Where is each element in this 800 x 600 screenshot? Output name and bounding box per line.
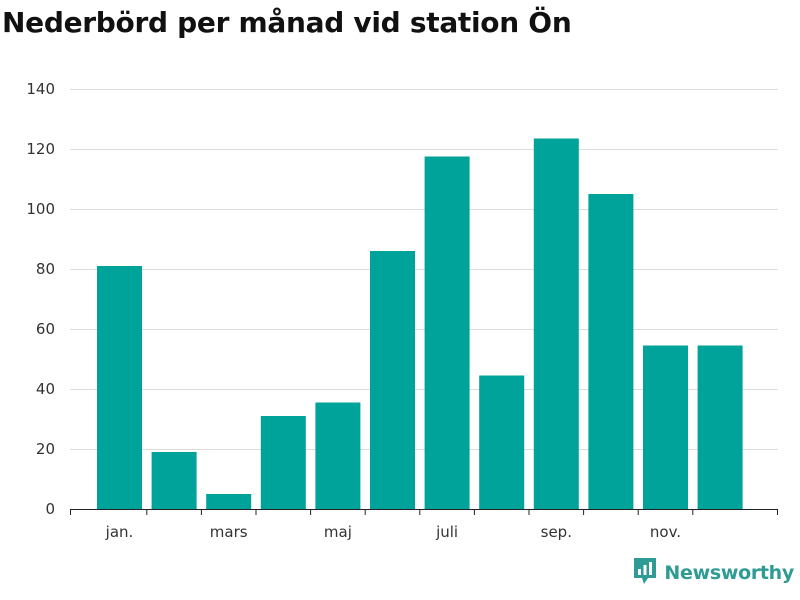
bar-okt. (588, 194, 634, 509)
axes (70, 509, 778, 515)
y-tick-labels: 0 20 40 60 80 100 120 140 (26, 80, 55, 518)
x-tick-label: jan. (105, 523, 134, 541)
y-tick-label: 20 (36, 440, 55, 458)
y-tick-label: 0 (45, 500, 55, 518)
x-tick-label: maj (324, 523, 352, 541)
bar-aug. (479, 375, 525, 509)
bar-juli (424, 156, 470, 509)
newsworthy-logo: Newsworthy (632, 556, 794, 590)
bar-apr. (260, 416, 306, 509)
x-tick-label: juli (435, 523, 458, 541)
bars (97, 138, 743, 509)
y-tick-label: 120 (26, 140, 55, 158)
bar-feb. (151, 452, 197, 509)
bar-dec. (697, 345, 743, 509)
grid-lines (70, 89, 778, 450)
newsworthy-logo-text: Newsworthy (664, 562, 794, 584)
newsworthy-logo-icon (632, 556, 658, 590)
y-tick-label: 60 (36, 320, 55, 338)
bar-mars (206, 494, 252, 509)
bar-nov. (643, 345, 688, 509)
chart-title: Nederbörd per månad vid station Ön (2, 6, 572, 39)
x-tick-label: nov. (650, 523, 681, 541)
y-tick-label: 40 (36, 380, 55, 398)
bar-juni (370, 251, 415, 509)
x-tick-label: sep. (541, 523, 572, 541)
bar-jan. (97, 266, 142, 509)
bar-maj (315, 402, 361, 509)
x-tick-labels: jan. mars maj juli sep. nov. (105, 523, 681, 541)
bar-sep. (533, 138, 579, 509)
y-tick-label: 80 (36, 260, 55, 278)
x-tick-label: mars (210, 523, 248, 541)
y-tick-label: 140 (26, 80, 55, 98)
y-tick-label: 100 (26, 200, 55, 218)
